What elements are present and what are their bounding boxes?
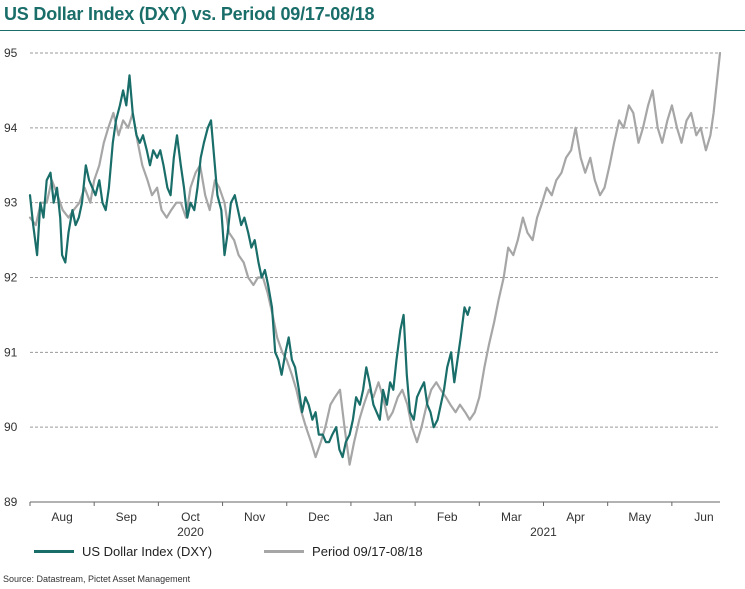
- series-line-period: [28, 51, 722, 466]
- x-tick-label: Oct: [181, 510, 200, 524]
- series-lines: [28, 51, 722, 466]
- legend-label-dxy: US Dollar Index (DXY): [82, 544, 213, 559]
- legend-swatch-period: [264, 550, 305, 553]
- x-tick-label: Apr: [566, 510, 585, 524]
- title-rule: [0, 30, 745, 31]
- x-tick-label: Jun: [694, 510, 713, 524]
- x-year-label: 2021: [530, 525, 557, 539]
- x-tick-label: Feb: [437, 510, 458, 524]
- y-tick-label: 89: [4, 495, 18, 509]
- x-tick-label: Jan: [373, 510, 392, 524]
- x-tick-label: Mar: [501, 510, 522, 524]
- y-tick-label: 95: [4, 46, 18, 60]
- y-tick-label: 93: [4, 196, 18, 210]
- legend-item-period: Period 09/17-08/18: [264, 544, 423, 559]
- x-tick-label: May: [628, 510, 651, 524]
- x-tick-label: Sep: [116, 510, 138, 524]
- y-axis-tick-labels: 89 90 91 92 93 94 95: [4, 46, 18, 509]
- x-tick-label: Dec: [308, 510, 329, 524]
- x-tick-label: Nov: [244, 510, 265, 524]
- legend-swatch-dxy: [34, 550, 74, 553]
- x-tick-label: Aug: [51, 510, 72, 524]
- x-year-label: 2020: [177, 525, 204, 539]
- legend: US Dollar Index (DXY) Period 09/17-08/18: [34, 544, 475, 559]
- y-tick-label: 90: [4, 420, 18, 434]
- x-axis: Aug Sep Oct Nov Dec Jan Feb Mar Apr May Jun 2020 202…: [29, 501, 720, 539]
- legend-label-period: Period 09/17-08/18: [312, 544, 423, 559]
- y-tick-label: 91: [4, 345, 18, 359]
- y-tick-label: 94: [4, 121, 18, 135]
- chart-title: US Dollar Index (DXY) vs. Period 09/17-0…: [4, 4, 375, 24]
- source-note: Source: Datastream, Pictet Asset Managem…: [3, 574, 191, 584]
- legend-item-dxy: US Dollar Index (DXY): [34, 544, 212, 559]
- y-tick-label: 92: [4, 271, 18, 285]
- series-line-dxy: [28, 74, 471, 459]
